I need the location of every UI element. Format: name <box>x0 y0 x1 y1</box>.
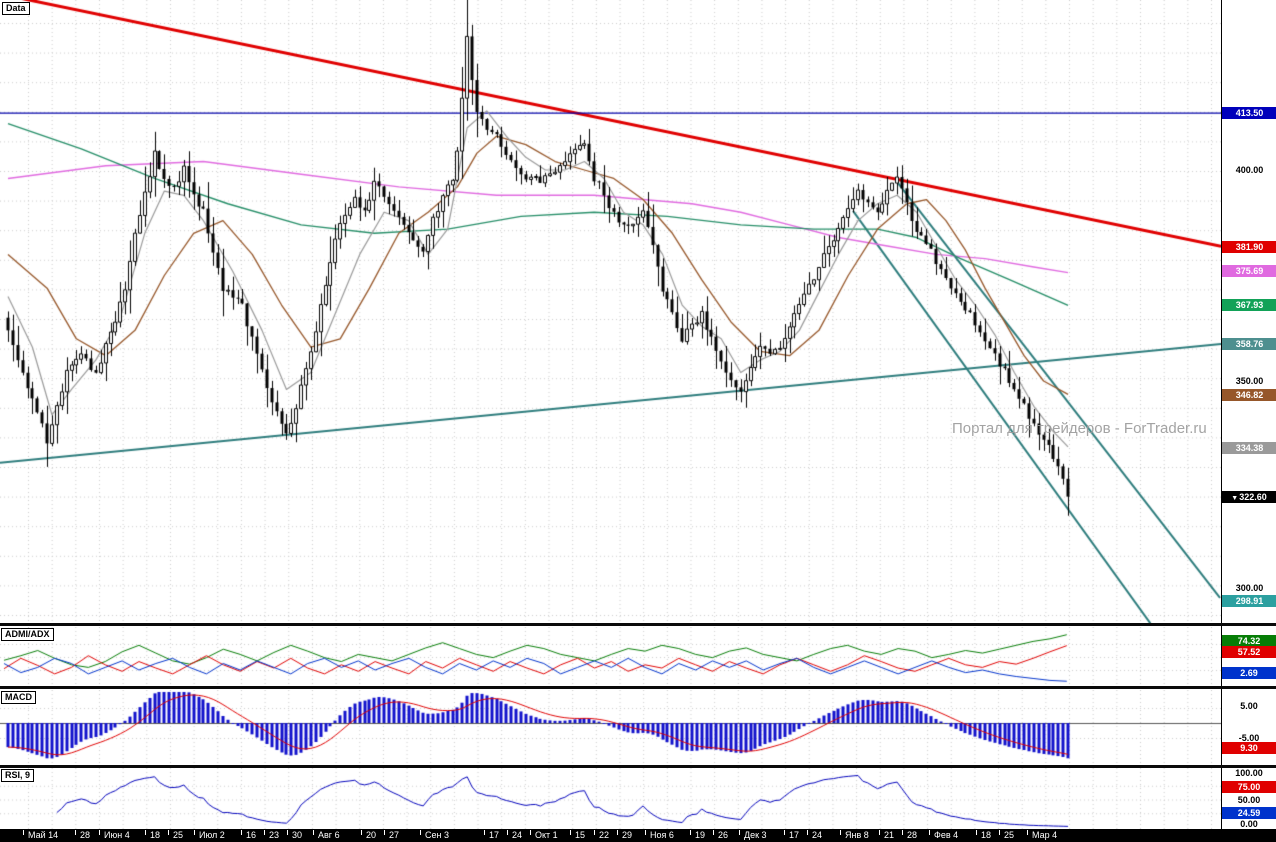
price-axis-label: 300.00 <box>1222 582 1276 594</box>
price-axis-label: 298.91 <box>1222 595 1276 607</box>
rsi-axis-label: 50.00 <box>1222 794 1276 806</box>
macd-axis-label: -5.00 <box>1222 732 1276 744</box>
adx-axis-label: 2.69 <box>1222 667 1276 679</box>
time-axis-label: Авг 6 <box>313 830 340 840</box>
macd-axis-label: 9.30 <box>1222 742 1276 754</box>
adx-axis-value: 74.32 <box>1237 636 1261 646</box>
adx-indicator-canvas[interactable] <box>0 627 1221 686</box>
price-axis-label: 350.00 <box>1222 375 1276 387</box>
time-axis-label: 15 <box>569 830 586 840</box>
price-axis-label: 367.93 <box>1222 299 1276 311</box>
price-axis-value: 322.60 <box>1239 492 1267 502</box>
time-axis-label: Мар 4 <box>1026 830 1058 840</box>
macd-indicator-canvas[interactable] <box>0 690 1221 765</box>
rsi-axis-label: 24.59 <box>1222 807 1276 819</box>
price-axis-label: 346.82 <box>1222 389 1276 401</box>
time-axis-label: 24 <box>806 830 823 840</box>
price-axis-label: 413.50 <box>1222 107 1276 119</box>
rsi-axis-value: 0.00 <box>1240 819 1258 829</box>
price-axis-value: 400.00 <box>1235 165 1264 175</box>
time-axis[interactable]: Май 14 28 Июн 4 18 25 Июл 2 16 23 30 Авг 6 20 27 Сен… <box>0 829 1276 842</box>
time-axis-label: 25 <box>167 830 184 840</box>
time-axis-label: 17 <box>483 830 500 840</box>
rsi-axis-value: 100.00 <box>1235 768 1263 778</box>
time-axis-label: 25 <box>998 830 1015 840</box>
main-chart-canvas[interactable] <box>0 0 1221 623</box>
rsi-axis-value: 75.00 <box>1237 782 1261 792</box>
price-axis-label: ▼322.60 <box>1222 491 1276 503</box>
time-axis-label: 18 <box>975 830 992 840</box>
time-axis-label: Окт 1 <box>530 830 558 840</box>
price-axis-value: 334.38 <box>1235 443 1264 453</box>
last-price-arrow-icon: ▼ <box>1231 495 1239 502</box>
time-axis-label: 19 <box>689 830 706 840</box>
price-axis-value: 346.82 <box>1235 390 1264 400</box>
price-axis-label: 334.38 <box>1222 442 1276 454</box>
panel-separator[interactable] <box>0 765 1276 768</box>
adx-axis-value: 57.52 <box>1237 647 1261 657</box>
time-axis-label: Июн 4 <box>99 830 130 840</box>
rsi-indicator-canvas[interactable] <box>0 768 1221 829</box>
price-axis-value: 300.00 <box>1235 583 1264 593</box>
time-axis-label: Сен 3 <box>420 830 449 840</box>
time-axis-label: Фев 4 <box>928 830 959 840</box>
macd-panel-tag[interactable]: MACD <box>1 691 36 704</box>
macd-axis-label: 5.00 <box>1222 700 1276 712</box>
price-axis-label: 375.69 <box>1222 265 1276 277</box>
price-axis-value: 298.91 <box>1235 596 1264 606</box>
time-axis-label: 18 <box>144 830 161 840</box>
price-axis-value: 350.00 <box>1235 376 1264 386</box>
time-axis-label: 27 <box>383 830 400 840</box>
rsi-axis-label: 100.00 <box>1222 767 1276 779</box>
rsi-panel-tag[interactable]: RSI, 9 <box>1 769 35 782</box>
panel-separator[interactable] <box>0 623 1276 626</box>
price-axis-value: 381.90 <box>1235 242 1264 252</box>
time-axis-label: 16 <box>240 830 257 840</box>
macd-axis-value: 9.30 <box>1240 743 1258 753</box>
macd-axis-value: -5.00 <box>1238 733 1260 743</box>
price-axis-label: 400.00 <box>1222 164 1276 176</box>
time-axis-label: 30 <box>286 830 303 840</box>
time-axis-label: 26 <box>712 830 729 840</box>
price-axis-label: 381.90 <box>1222 241 1276 253</box>
adx-panel-tag[interactable]: ADMI/ADX <box>1 628 54 641</box>
time-axis-label: 17 <box>783 830 800 840</box>
time-axis-label: 24 <box>506 830 523 840</box>
time-axis-label: 21 <box>878 830 895 840</box>
rsi-axis-value: 50.00 <box>1237 795 1261 805</box>
main-panel-tag[interactable]: Data <box>2 2 30 15</box>
time-axis-label: 23 <box>263 830 280 840</box>
price-axis-value: 367.93 <box>1235 300 1264 310</box>
price-axis-value: 358.76 <box>1235 339 1264 349</box>
time-axis-label: Ноя 6 <box>645 830 674 840</box>
time-axis-label: 29 <box>616 830 633 840</box>
rsi-axis-label: 75.00 <box>1222 781 1276 793</box>
price-axis-value: 375.69 <box>1235 266 1264 276</box>
price-axis-border <box>1221 0 1222 829</box>
macd-axis-value: 5.00 <box>1240 701 1258 711</box>
time-axis-label: Янв 8 <box>840 830 869 840</box>
adx-axis-label: 57.52 <box>1222 646 1276 658</box>
panel-separator[interactable] <box>0 686 1276 689</box>
time-axis-label: 20 <box>360 830 377 840</box>
time-axis-label: Май 14 <box>22 830 59 840</box>
adx-axis-label: 74.32 <box>1222 635 1276 647</box>
time-axis-label: 28 <box>74 830 91 840</box>
time-axis-label: 22 <box>593 830 610 840</box>
time-axis-label: 28 <box>901 830 918 840</box>
rsi-axis-value: 24.59 <box>1237 808 1261 818</box>
time-axis-label: Июл 2 <box>194 830 225 840</box>
price-axis-value: 413.50 <box>1235 108 1264 118</box>
adx-axis-value: 2.69 <box>1240 668 1258 678</box>
time-axis-label: Дек 3 <box>739 830 767 840</box>
price-axis-label: 358.76 <box>1222 338 1276 350</box>
